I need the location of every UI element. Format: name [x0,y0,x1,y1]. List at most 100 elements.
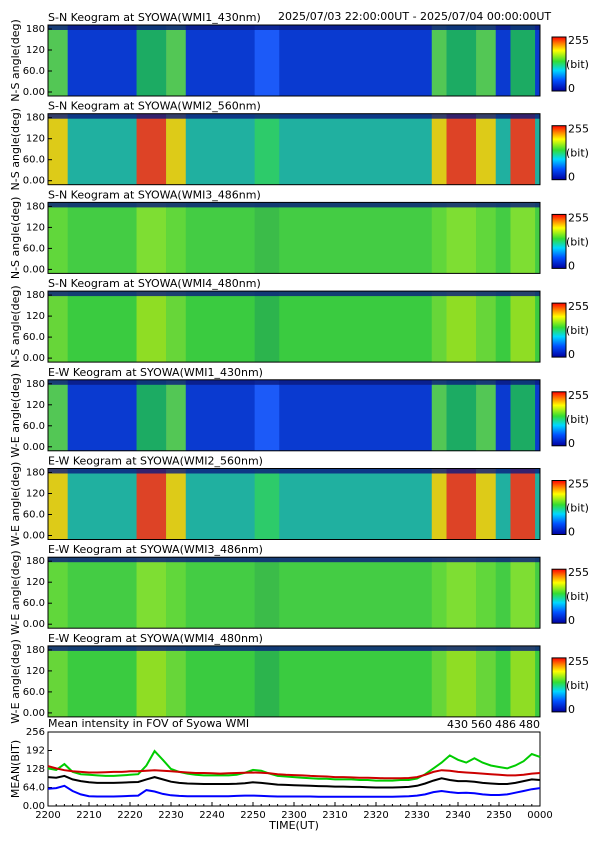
colorbar-unit-label: (bit) [566,502,589,515]
aurora-band [476,645,496,717]
y-axis-label: W-E angle(deg) [9,462,22,547]
y-tick-label: 120 [26,311,45,322]
panel-frame [47,113,541,186]
x-tick-label: 2200 [35,810,60,821]
aurora-band [166,557,186,629]
colorbar-max-label: 255 [568,300,589,313]
aurora-band [431,291,447,363]
y-tick-label: 120 [26,666,45,677]
panel-frame [47,379,541,452]
aurora-band [254,468,280,540]
colorbar-unit-label: (bit) [566,413,589,426]
aurora-band [431,557,447,629]
horizon-strip [48,291,540,297]
y-tick-label: 0.00 [23,353,45,364]
y-tick-label: 180 [26,201,45,212]
colorbar-max-label: 255 [568,34,589,47]
aurora-band [510,202,536,274]
aurora-band [48,557,68,629]
aurora-band [136,25,167,96]
y-tick-label: 0.00 [23,708,45,719]
x-tick-label: 2350 [486,810,511,821]
y-tick-label: 60.0 [23,687,45,698]
x-tick-label: 2330 [404,810,429,821]
aurora-band [476,25,496,96]
y-tick-label: 0.00 [23,801,45,812]
aurora-band [476,202,496,274]
aurora-band [476,557,496,629]
aurora-band [446,291,477,363]
aurora-band [510,113,536,185]
colorbar-min-label: 0 [568,82,575,95]
colorbar-max-label: 255 [568,123,589,136]
y-tick-label: 60.0 [23,332,45,343]
aurora-band [136,202,167,274]
colorbar-max-label: 255 [568,566,589,579]
y-axis-label: W-E angle(deg) [9,550,22,635]
series-line-486 [47,765,541,780]
colorbar-max-label: 255 [568,211,589,224]
keogram-panel: E-W Keogram at SYOWA(WMI4_480nm)180 120 60… [9,632,589,724]
colorbar-max-label: 255 [568,478,589,491]
panel-title: E-W Keogram at SYOWA(WMI3_486nm) [48,543,263,556]
colorbar [551,480,567,535]
colorbar-unit-label: (bit) [566,679,589,692]
keogram-panel: E-W Keogram at SYOWA(WMI2_560nm)180 120 60… [9,455,589,547]
y-tick-label: 60.0 [23,66,45,77]
aurora-band [446,645,477,717]
y-tick-label: 0.00 [23,531,45,542]
aurora-band [431,645,447,717]
aurora-band [431,379,447,451]
aurora-band [431,468,447,540]
y-axis-label: N-S angle(deg) [9,285,22,368]
colorbar-min-label: 0 [568,259,575,272]
aurora-band [166,468,186,540]
x-axis-label: TIME(UT) [268,819,319,832]
horizon-strip [48,25,540,30]
aurora-band [446,202,477,274]
aurora-band [254,379,280,451]
keogram-panel: E-W Keogram at SYOWA(WMI1_430nm)180 120 60… [9,366,589,458]
aurora-band [510,468,536,540]
aurora-band [254,557,280,629]
y-tick-label: 120 [26,489,45,500]
aurora-band [166,291,186,363]
colorbar-unit-label: (bit) [566,324,589,337]
time-range-label: 2025/07/03 22:00:00UT - 2025/07/04 00:00… [278,10,551,23]
keogram-panels: S-N Keogram at SYOWA(WMI1_430nm)18012060… [9,11,589,724]
panel-frame [47,201,541,274]
aurora-band [136,645,167,717]
y-tick-label: 60.0 [23,598,45,609]
y-tick-label: 0.00 [23,176,45,187]
colorbar [551,302,567,358]
colorbar [551,657,567,713]
plot-area [47,731,541,807]
aurora-band [48,291,68,363]
keogram-panel: E-W Keogram at SYOWA(WMI3_486nm)180 120 60… [9,543,589,635]
colorbar-unit-label: (bit) [566,235,589,248]
keogram-panel: S-N Keogram at SYOWA(WMI4_480nm)180 120 60… [9,277,589,368]
colorbar-min-label: 0 [568,437,575,450]
keogram-panel: S-N Keogram at SYOWA(WMI1_430nm)180 120 60… [9,11,589,102]
y-tick-label: 60.0 [23,510,45,521]
colorbar [551,391,567,447]
aurora-band [166,25,186,96]
colorbar-min-label: 0 [568,703,575,716]
panel-title: E-W Keogram at SYOWA(WMI2_560nm) [48,455,263,468]
panel-title: E-W Keogram at SYOWA(WMI4_480nm) [48,632,263,645]
y-tick-label: 0.00 [23,619,45,630]
y-tick-label: 180 [26,24,45,35]
y-tick-label: 192 [26,746,45,757]
aurora-band [254,113,280,185]
aurora-band [48,645,68,717]
y-tick-label: 0.00 [23,442,45,453]
panel-frame [47,24,541,97]
y-tick-label: 180 [26,113,45,124]
aurora-band [48,25,68,96]
panel-frame [47,556,541,629]
aurora-band [446,25,477,96]
panel-frame [47,290,541,363]
colorbar [551,36,567,92]
colorbar-max-label: 255 [568,389,589,402]
y-axis-label: W-E angle(deg) [9,373,22,458]
